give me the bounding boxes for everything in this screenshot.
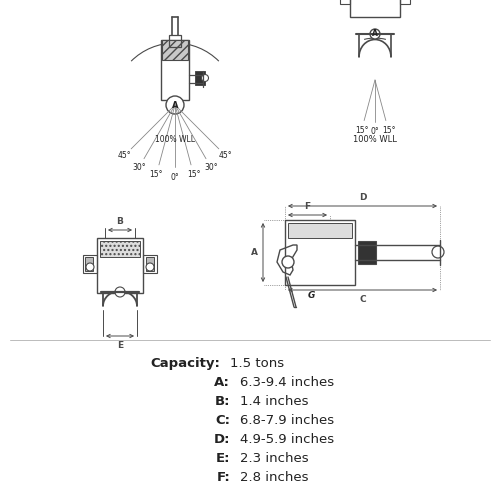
Bar — [162, 40, 188, 60]
Text: 2.3 inches: 2.3 inches — [240, 452, 308, 465]
Circle shape — [432, 246, 444, 258]
Text: D: D — [359, 193, 366, 202]
Text: A: A — [172, 100, 178, 110]
Text: G: G — [308, 290, 316, 300]
Bar — [83, 255, 97, 273]
Bar — [195, 71, 205, 85]
Circle shape — [115, 287, 125, 297]
Text: 15°: 15° — [382, 126, 395, 134]
Text: 100% WLL: 100% WLL — [155, 134, 195, 143]
Bar — [97, 238, 143, 293]
Text: 45°: 45° — [219, 152, 232, 160]
Bar — [400, 0, 410, 4]
Text: E:: E: — [216, 452, 230, 465]
Text: 30°: 30° — [132, 163, 146, 172]
Bar — [288, 223, 352, 238]
Text: D:: D: — [214, 433, 230, 446]
Bar — [100, 241, 140, 257]
Bar — [143, 255, 157, 273]
Text: Capacity:: Capacity: — [150, 357, 220, 370]
Text: A: A — [251, 248, 258, 257]
Bar — [146, 257, 154, 271]
Text: A:: A: — [214, 376, 230, 389]
Text: 0°: 0° — [370, 128, 380, 136]
Text: C:: C: — [215, 414, 230, 427]
Text: 1.5 tons: 1.5 tons — [230, 357, 284, 370]
Text: 45°: 45° — [118, 152, 131, 160]
Circle shape — [370, 29, 380, 39]
Bar — [358, 241, 376, 264]
Bar — [285, 220, 355, 285]
Text: 2.8 inches: 2.8 inches — [240, 471, 308, 484]
Circle shape — [86, 263, 94, 271]
Bar — [85, 257, 93, 271]
Text: F:: F: — [216, 471, 230, 484]
Circle shape — [282, 256, 294, 268]
Circle shape — [202, 74, 208, 82]
Circle shape — [146, 263, 154, 271]
Text: F: F — [304, 202, 310, 211]
Text: 15°: 15° — [187, 170, 200, 179]
Text: 15°: 15° — [150, 170, 163, 179]
Text: A: A — [372, 30, 378, 38]
Text: 4.9-5.9 inches: 4.9-5.9 inches — [240, 433, 334, 446]
Text: 6.8-7.9 inches: 6.8-7.9 inches — [240, 414, 334, 427]
Bar — [169, 35, 181, 47]
Text: E: E — [117, 341, 123, 350]
Text: 1.4 inches: 1.4 inches — [240, 395, 308, 408]
Bar — [340, 0, 350, 4]
Text: 6.3-9.4 inches: 6.3-9.4 inches — [240, 376, 334, 389]
Text: B:: B: — [214, 395, 230, 408]
Bar — [161, 40, 189, 100]
Text: 30°: 30° — [204, 163, 218, 172]
Text: 0°: 0° — [170, 172, 179, 182]
Circle shape — [166, 96, 184, 114]
Text: C: C — [359, 295, 366, 304]
Bar — [350, 0, 400, 17]
Text: 15°: 15° — [355, 126, 368, 134]
Text: 100% WLL: 100% WLL — [353, 136, 397, 144]
Text: B: B — [116, 217, 123, 226]
